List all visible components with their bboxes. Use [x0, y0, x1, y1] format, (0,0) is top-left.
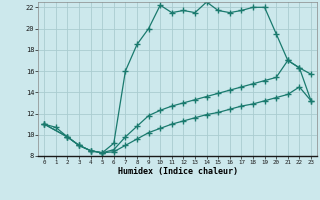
X-axis label: Humidex (Indice chaleur): Humidex (Indice chaleur): [118, 167, 238, 176]
